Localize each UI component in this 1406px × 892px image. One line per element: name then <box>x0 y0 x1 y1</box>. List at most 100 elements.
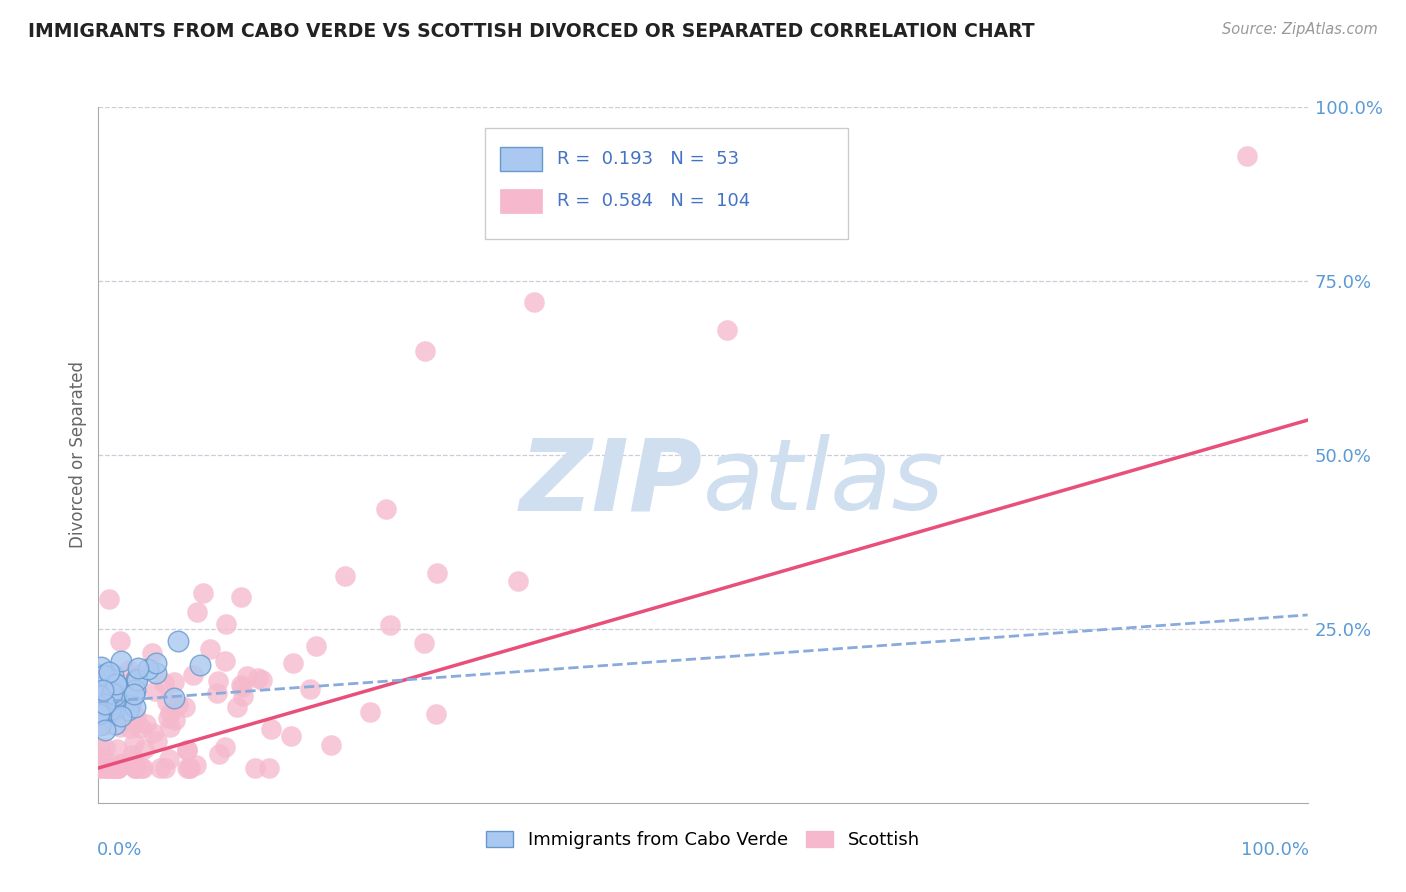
Point <box>127 668 149 682</box>
Point <box>98 706 121 720</box>
Point <box>90 761 112 775</box>
Point <box>90 660 112 674</box>
Point <box>94 688 117 702</box>
Text: 0.0%: 0.0% <box>97 841 142 859</box>
Point <box>378 618 401 632</box>
Point <box>131 761 153 775</box>
Point <box>105 677 128 691</box>
Point <box>87 683 110 698</box>
Point <box>1236 149 1258 163</box>
Point <box>141 646 163 660</box>
Point <box>231 680 253 694</box>
Point <box>131 761 153 775</box>
Point <box>159 720 181 734</box>
Point <box>93 668 115 682</box>
Point <box>208 747 231 762</box>
Point <box>121 754 143 768</box>
Point <box>122 736 145 750</box>
Point <box>101 686 124 700</box>
Point <box>124 688 146 702</box>
Point <box>143 684 166 698</box>
Point <box>153 676 176 690</box>
Point <box>94 761 117 775</box>
Point <box>163 675 186 690</box>
Point <box>90 697 112 711</box>
Point <box>129 721 152 735</box>
Point <box>281 656 304 670</box>
Text: IMMIGRANTS FROM CABO VERDE VS SCOTTISH DIVORCED OR SEPARATED CORRELATION CHART: IMMIGRANTS FROM CABO VERDE VS SCOTTISH D… <box>28 22 1035 41</box>
Point <box>333 568 356 582</box>
Point <box>94 718 117 732</box>
Point <box>135 716 157 731</box>
Point <box>108 757 131 772</box>
Point <box>207 673 229 688</box>
Point <box>153 761 176 775</box>
FancyBboxPatch shape <box>485 128 848 239</box>
Point <box>125 672 148 686</box>
Point <box>124 682 146 697</box>
Point <box>260 722 283 736</box>
Point <box>89 690 111 705</box>
Point <box>179 761 201 775</box>
Point <box>104 761 127 775</box>
Point <box>188 657 211 672</box>
Point <box>96 761 118 775</box>
Point <box>98 591 121 606</box>
Point <box>176 761 198 775</box>
Point <box>167 698 190 713</box>
Point <box>157 711 180 725</box>
Point <box>108 720 131 734</box>
Text: Source: ZipAtlas.com: Source: ZipAtlas.com <box>1222 22 1378 37</box>
Point <box>166 634 188 648</box>
Point <box>125 710 148 724</box>
Point <box>425 706 447 721</box>
Point <box>104 677 127 691</box>
Point <box>181 668 204 682</box>
Point <box>177 761 200 775</box>
Point <box>104 716 127 731</box>
Point <box>127 660 149 674</box>
Point <box>105 741 128 756</box>
Point <box>91 689 114 703</box>
Text: ZIP: ZIP <box>520 434 703 532</box>
Point <box>205 686 228 700</box>
Point <box>89 740 111 755</box>
Point <box>136 662 159 676</box>
Point <box>186 758 208 772</box>
Point <box>375 502 398 516</box>
Point <box>132 742 155 756</box>
Point <box>359 705 381 719</box>
Point <box>149 761 172 775</box>
Point <box>94 723 117 738</box>
Point <box>117 703 139 717</box>
Point <box>90 706 112 720</box>
Point <box>108 634 131 648</box>
Point <box>91 700 114 714</box>
Point <box>104 689 127 703</box>
Legend: Immigrants from Cabo Verde, Scottish: Immigrants from Cabo Verde, Scottish <box>479 823 927 856</box>
Point <box>162 691 184 706</box>
Point <box>97 698 120 713</box>
Point <box>156 694 179 708</box>
Point <box>163 713 186 727</box>
Point <box>91 749 114 764</box>
Point <box>107 761 129 775</box>
Point <box>225 699 247 714</box>
Point <box>159 752 181 766</box>
Point <box>229 590 252 604</box>
Point <box>110 756 132 771</box>
Point <box>214 654 236 668</box>
Point <box>186 605 208 619</box>
Point <box>120 698 142 712</box>
Point <box>118 663 141 677</box>
Point <box>107 761 129 775</box>
Point <box>176 743 198 757</box>
Point <box>101 761 124 775</box>
FancyBboxPatch shape <box>501 147 543 171</box>
Point <box>236 669 259 683</box>
Point <box>122 688 145 702</box>
Point <box>89 761 111 775</box>
Point <box>319 739 342 753</box>
Point <box>93 700 115 714</box>
Y-axis label: Divorced or Separated: Divorced or Separated <box>69 361 87 549</box>
